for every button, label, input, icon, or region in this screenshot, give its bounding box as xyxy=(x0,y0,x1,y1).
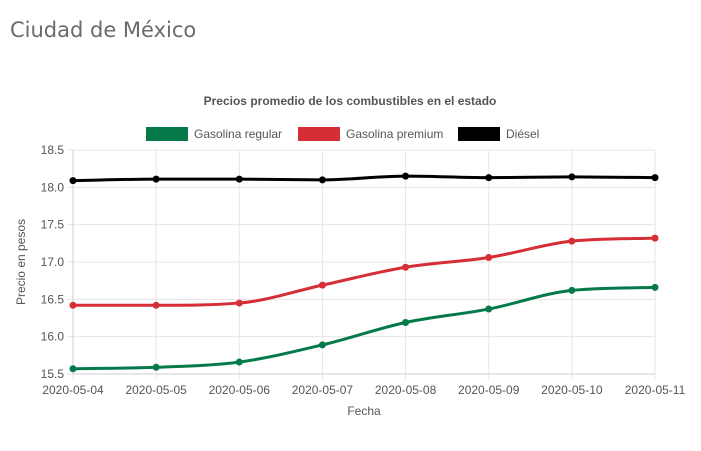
data-point[interactable] xyxy=(402,318,410,326)
data-point[interactable] xyxy=(69,365,77,373)
y-tick-label: 16.0 xyxy=(41,330,65,344)
data-point[interactable] xyxy=(485,254,493,262)
data-point[interactable] xyxy=(568,286,576,294)
chart-legend: Gasolina regular Gasolina premium Diésel xyxy=(146,127,539,141)
x-tick-label: 2020-05-04 xyxy=(42,383,104,397)
data-point[interactable] xyxy=(651,174,659,182)
data-point[interactable] xyxy=(235,299,243,307)
data-point[interactable] xyxy=(318,341,326,349)
data-point[interactable] xyxy=(69,177,77,185)
data-point[interactable] xyxy=(152,175,160,183)
data-point[interactable] xyxy=(568,237,576,245)
x-axis-label: Fecha xyxy=(347,404,381,418)
y-tick-label: 16.5 xyxy=(41,292,65,306)
y-tick-label: 17.0 xyxy=(41,255,65,269)
chart-title: Precios promedio de los combustibles en … xyxy=(204,94,497,108)
data-point[interactable] xyxy=(235,175,243,183)
data-point[interactable] xyxy=(235,358,243,366)
series-line xyxy=(72,174,656,183)
x-tick-label: 2020-05-07 xyxy=(292,383,354,397)
x-tick-label: 2020-05-06 xyxy=(209,383,271,397)
x-tick-label: 2020-05-08 xyxy=(375,383,437,397)
y-tick-label: 18.0 xyxy=(41,180,65,194)
series-line xyxy=(73,236,656,307)
page-title: Ciudad de México xyxy=(10,18,197,42)
data-point[interactable] xyxy=(69,301,77,309)
y-tick-label: 15.5 xyxy=(41,367,65,381)
data-point[interactable] xyxy=(485,174,493,182)
data-point[interactable] xyxy=(651,283,659,291)
legend-swatch[interactable] xyxy=(146,127,188,141)
legend-label[interactable]: Gasolina regular xyxy=(194,127,282,141)
x-tick-label: 2020-05-09 xyxy=(458,383,520,397)
x-tick-label: 2020-05-11 xyxy=(625,383,686,397)
data-point[interactable] xyxy=(318,281,326,289)
legend-swatch[interactable] xyxy=(298,127,340,141)
x-tick-label: 2020-05-10 xyxy=(541,383,603,397)
chart-series xyxy=(69,172,659,373)
data-point[interactable] xyxy=(152,363,160,371)
chart-grid xyxy=(67,149,656,380)
y-axis-label: Precio en pesos xyxy=(14,219,28,305)
data-point[interactable] xyxy=(318,176,326,184)
data-point[interactable] xyxy=(402,172,410,180)
legend-label[interactable]: Gasolina premium xyxy=(346,127,443,141)
data-point[interactable] xyxy=(152,301,160,309)
legend-swatch[interactable] xyxy=(458,127,500,141)
data-point[interactable] xyxy=(402,263,410,271)
data-point[interactable] xyxy=(485,305,493,313)
y-tick-label: 18.5 xyxy=(41,143,65,157)
y-tick-label: 17.5 xyxy=(41,218,65,232)
y-axis-ticks: 15.5 16.0 16.5 17.0 17.5 18.0 18.5 xyxy=(41,143,65,381)
x-axis-ticks: 2020-05-04 2020-05-05 2020-05-06 2020-05-07… xyxy=(42,383,685,397)
legend-label[interactable]: Diésel xyxy=(506,127,539,141)
data-point[interactable] xyxy=(568,173,576,181)
x-tick-label: 2020-05-05 xyxy=(125,383,187,397)
data-point[interactable] xyxy=(651,234,659,242)
series-line xyxy=(72,285,656,371)
